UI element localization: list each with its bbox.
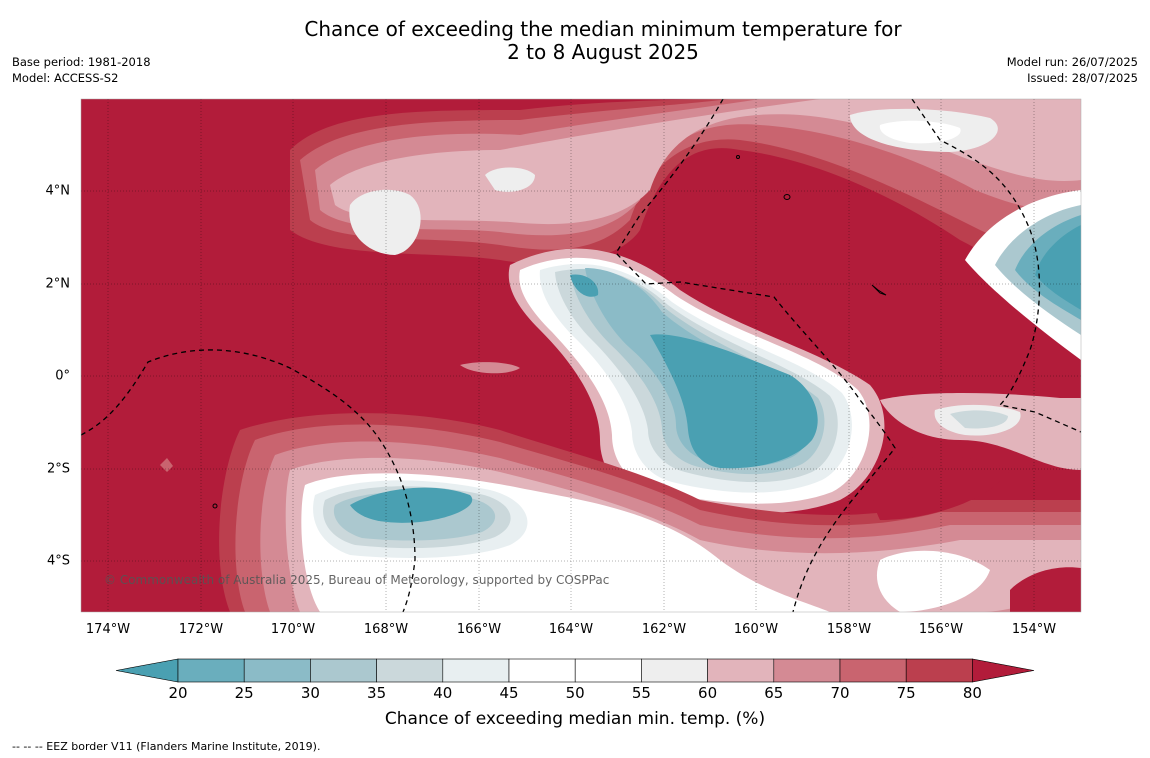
- east-blue-20: [1035, 225, 1081, 310]
- colorbar-tick-label: 60: [698, 684, 718, 702]
- colorbar-segment: [773, 658, 841, 683]
- colorbar-segment: [310, 658, 377, 683]
- colorbar-segment: [177, 658, 245, 683]
- meta-left: Base period: 1981-2018 Model: ACCESS-S2: [12, 54, 151, 86]
- map-title: Chance of exceeding the median minimum t…: [0, 18, 1150, 64]
- colorbar-segment: [574, 658, 642, 683]
- eez-footnote: -- -- -- EEZ border V11 (Flanders Marine…: [12, 740, 321, 753]
- title-line-2: 2 to 8 August 2025: [507, 40, 699, 64]
- colorbar-tick-label: 40: [433, 684, 453, 702]
- colorbar-segment: [243, 658, 311, 683]
- north-patch-55: [349, 189, 421, 255]
- lat-label-4n: 4°N: [45, 183, 71, 199]
- model-run: Model run: 26/07/2025: [1006, 55, 1138, 69]
- south-20: [350, 487, 473, 523]
- lon-label-166w: 166°W: [456, 622, 502, 637]
- colorbar-tick-label: 50: [565, 684, 585, 702]
- tongue-20b: [570, 274, 599, 297]
- colorbar-segment: [508, 658, 576, 683]
- colorbar-tick-label: 65: [764, 684, 784, 702]
- issued-date: Issued: 28/07/2025: [1027, 71, 1138, 85]
- tongue-20: [650, 334, 818, 469]
- colorbar-tick-label: 25: [234, 684, 254, 702]
- colorbar-segment: [905, 658, 973, 683]
- colorbar-tick-label: 20: [168, 684, 188, 702]
- colorbar-tick-label: 35: [367, 684, 387, 702]
- colorbar-segment: [376, 658, 444, 683]
- lon-label-164w: 164°W: [548, 622, 594, 637]
- lon-label-160w: 160°W: [733, 622, 779, 637]
- lon-label-174w: 174°W: [85, 622, 131, 637]
- colorbar-tick-label: 70: [830, 684, 850, 702]
- probability-field: [81, 99, 1081, 612]
- colorbar-tick-label: 45: [499, 684, 519, 702]
- colorbar-extend-low: [115, 658, 179, 683]
- se-red-patch: [1010, 567, 1081, 612]
- lon-label-168w: 168°W: [363, 622, 409, 637]
- mid-pink-patch: [460, 362, 520, 374]
- colorbar-extend-high: [972, 658, 1035, 683]
- lon-label-154w: 154°W: [1011, 622, 1057, 637]
- model-name: Model: ACCESS-S2: [12, 71, 119, 85]
- north-patch-55c: [485, 167, 535, 192]
- lat-label-4s: 4°S: [46, 553, 70, 569]
- title-line-1: Chance of exceeding the median minimum t…: [304, 17, 902, 41]
- colorbar-segment: [839, 658, 907, 683]
- lon-label-172w: 172°W: [178, 622, 224, 637]
- colorbar-tick-label: 75: [896, 684, 916, 702]
- colorbar-tick-label: 80: [962, 684, 982, 702]
- lat-label-2s: 2°S: [46, 461, 70, 477]
- eez-borders: [81, 99, 1081, 612]
- islands: [212, 155, 887, 509]
- north-patch-white: [879, 120, 961, 144]
- east-red-patch: [872, 455, 1010, 520]
- west-pink-patch: [160, 458, 173, 472]
- base-period: Base period: 1981-2018: [12, 55, 151, 69]
- copyright-notice: © Commonwealth of Australia 2025, Bureau…: [104, 573, 610, 587]
- lon-label-162w: 162°W: [641, 622, 687, 637]
- colorbar-tick-label: 55: [631, 684, 651, 702]
- lon-label-156w: 156°W: [918, 622, 964, 637]
- colorbar-segment: [707, 658, 775, 683]
- lat-label-0: 0°: [55, 368, 70, 384]
- colorbar-label: Chance of exceeding median min. temp. (%…: [384, 709, 766, 729]
- meta-right: Model run: 26/07/2025 Issued: 28/07/2025: [1007, 54, 1138, 86]
- map-border: [80, 98, 1082, 613]
- east-blue-patch: [950, 410, 1008, 429]
- lon-label-158w: 158°W: [826, 622, 872, 637]
- colorbar-segment: [641, 658, 708, 683]
- lat-label-2n: 2°N: [45, 276, 71, 292]
- se-white-patch: [876, 550, 990, 612]
- colorbar: [115, 658, 1035, 683]
- lon-label-170w: 170°W: [270, 622, 316, 637]
- colorbar-segment: [442, 658, 510, 683]
- colorbar-tick-label: 30: [300, 684, 320, 702]
